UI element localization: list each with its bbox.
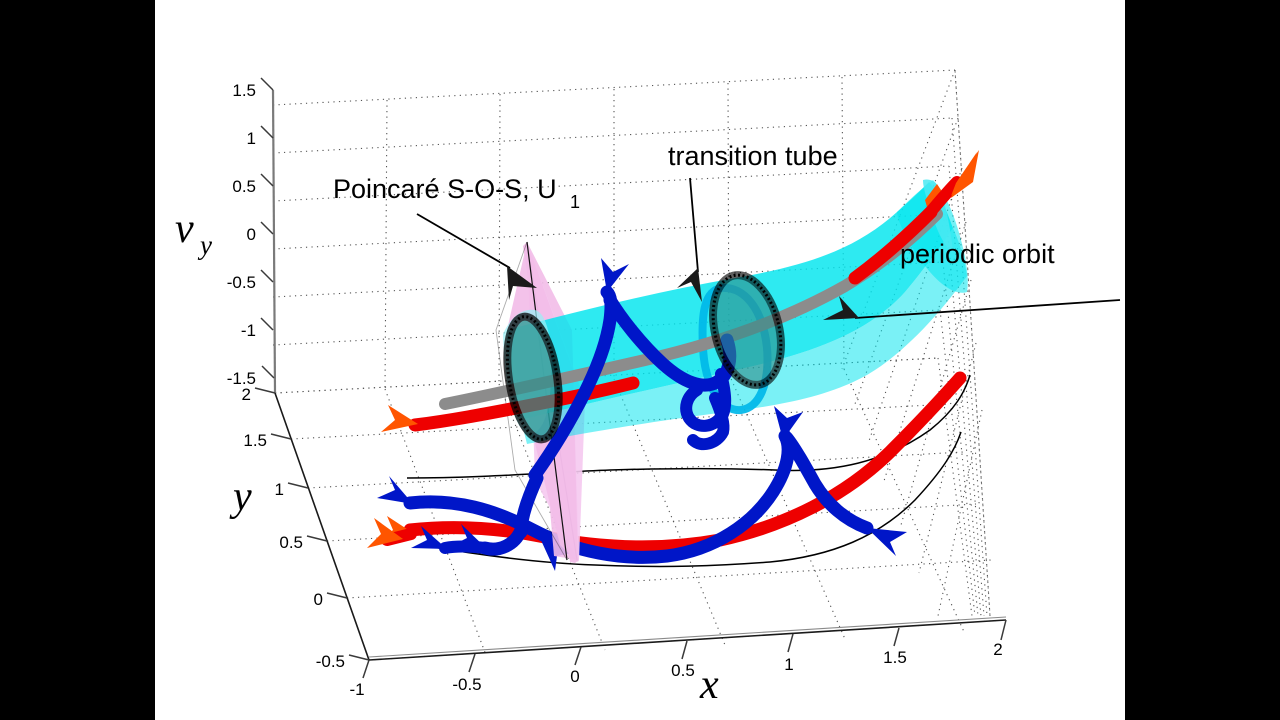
annotation-periodic-orbit: periodic orbit [823,239,1121,320]
axis-label-vy: v y [175,206,212,260]
vy-tick-label: -0.5 [227,273,256,292]
periodic-orbit-left [503,312,563,444]
y-tick-label: 0.5 [279,533,303,552]
annotation-label: Poincaré S-O-S, U [333,174,557,204]
phase-space-3d-plot: 1.5 1 0.5 0 -0.5 -1 -1.5 2 1.5 1 0.5 0 -… [175,69,1121,708]
vy-tick-label: 0 [247,225,256,244]
y-tick-label: 0 [314,590,323,609]
x-tick-label: -1 [349,680,364,699]
y-tick-label: 1.5 [243,431,267,450]
vy-tick-label: 1.5 [232,81,256,100]
vy-axis-label: v [175,206,194,252]
x-axis-ticks: -1 -0.5 0 0.5 1 1.5 2 [349,619,1007,699]
x-tick-label: 0.5 [671,661,695,680]
x-tick-label: 1.5 [883,648,907,667]
y-tick-label: -0.5 [316,652,345,671]
vy-tick-label: -1 [241,321,256,340]
x-tick-label: -0.5 [452,675,481,694]
plot-area: 1.5 1 0.5 0 -0.5 -1 -1.5 2 1.5 1 0.5 0 -… [155,0,1125,720]
vy-tick-label: 0.5 [232,177,256,196]
transit-blue-trajectory [411,258,737,556]
vy-tick-label: -1.5 [227,369,256,388]
x-tick-label: 2 [993,640,1002,659]
annotation-transition-tube: transition tube [668,141,838,302]
y-tick-label: 2 [242,385,251,404]
annotation-poincare: Poincaré S-O-S, U 1 [333,174,580,300]
y-axis-label: y [229,474,252,520]
annotation-label: periodic orbit [900,239,1055,269]
annotation-label-subscript: 1 [570,192,580,212]
vy-axis-ticks: 1.5 1 0.5 0 -0.5 -1 -1.5 [227,77,275,388]
annotation-label: transition tube [668,141,838,171]
y-axis-ticks: 2 1.5 1 0.5 0 -0.5 [242,385,370,671]
y-tick-label: 1 [275,480,284,499]
axis-spines [271,69,1007,661]
x-tick-label: 1 [784,655,793,674]
vy-tick-label: 1 [247,129,256,148]
x-tick-label: 0 [570,667,579,686]
x-axis-label: x [699,662,719,708]
vy-axis-label-subscript: y [197,230,212,260]
periodic-orbit-right [709,271,785,389]
